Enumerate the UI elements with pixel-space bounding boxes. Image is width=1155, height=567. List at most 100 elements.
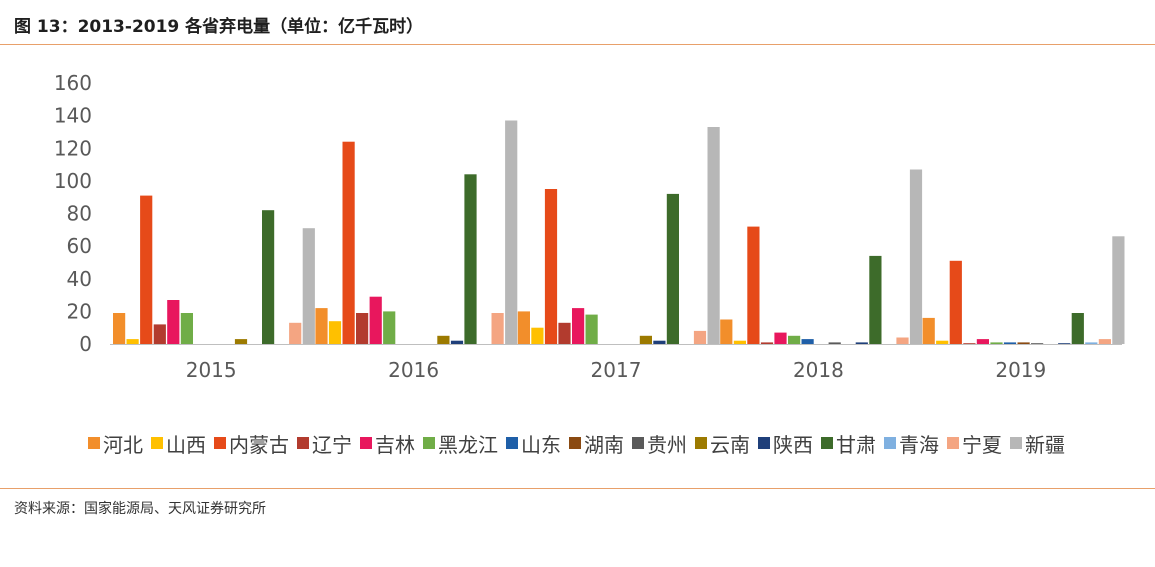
bar — [1085, 342, 1098, 344]
x-tick-label: 2016 — [388, 358, 439, 382]
y-tick-label: 40 — [67, 267, 92, 291]
bar — [342, 141, 355, 344]
bar — [720, 319, 733, 344]
bar — [1071, 313, 1084, 344]
bar — [464, 174, 477, 344]
bar — [1112, 236, 1125, 344]
y-tick-label: 120 — [54, 136, 92, 160]
bar — [801, 339, 814, 344]
bar — [113, 313, 126, 344]
legend-swatch — [947, 437, 959, 449]
legend-label: 湖南 — [584, 432, 624, 457]
bar — [289, 322, 302, 344]
bar — [558, 322, 571, 344]
legend-swatch — [214, 437, 226, 449]
x-tick-label: 2017 — [591, 358, 642, 382]
bar — [167, 300, 180, 344]
legend-label: 吉林 — [375, 432, 415, 457]
bar — [990, 342, 1003, 344]
legend-item: 吉林 — [360, 429, 415, 458]
legend-item: 湖南 — [569, 429, 624, 458]
legend-label: 辽宁 — [312, 432, 352, 457]
source-divider — [0, 488, 1155, 489]
legend-swatch — [423, 437, 435, 449]
legend-swatch — [151, 437, 163, 449]
x-tick-label: 2018 — [793, 358, 844, 382]
bar-chart: 0 20 40 60 80 100 120 140 160 2015 2016 2017 2018 201… — [54, 71, 1125, 382]
legend-label: 甘肃 — [836, 432, 876, 457]
bar — [922, 317, 935, 344]
x-tick-label: 2015 — [186, 358, 237, 382]
legend-label: 云南 — [710, 432, 750, 457]
bar — [356, 313, 369, 344]
x-tick-label: 2019 — [995, 358, 1046, 382]
legend-item: 云南 — [695, 429, 750, 458]
bar — [666, 193, 679, 344]
bar — [302, 228, 315, 344]
legend-label: 陕西 — [773, 432, 813, 457]
legend-item: 辽宁 — [297, 429, 352, 458]
legend-item: 山东 — [506, 429, 561, 458]
bar — [572, 308, 585, 344]
bar — [153, 324, 166, 344]
legend-item: 黑龙江 — [423, 429, 498, 458]
bar — [963, 343, 976, 344]
bar — [869, 255, 882, 344]
legend-swatch — [360, 437, 372, 449]
bar — [774, 332, 787, 344]
bar — [544, 189, 558, 344]
bar — [585, 314, 598, 344]
legend-swatch — [632, 437, 644, 449]
bar — [531, 327, 544, 344]
bar — [1058, 343, 1071, 344]
bar — [747, 226, 760, 344]
legend-item: 山西 — [151, 429, 206, 458]
bar — [383, 311, 396, 344]
source-note: 资料来源：国家能源局、天风证券研究所 — [14, 501, 266, 517]
legend-swatch — [884, 437, 896, 449]
bar — [693, 330, 707, 344]
bar — [450, 340, 464, 344]
legend-swatch — [569, 437, 581, 449]
bar — [760, 342, 774, 344]
legend-item: 宁夏 — [947, 429, 1002, 458]
legend-swatch — [758, 437, 770, 449]
y-tick-label: 160 — [54, 71, 92, 95]
title-divider — [0, 44, 1155, 45]
legend-label: 宁夏 — [962, 432, 1002, 457]
bar — [1003, 342, 1017, 344]
bar — [855, 342, 868, 344]
bar — [896, 337, 909, 344]
legend-label: 山西 — [166, 432, 206, 457]
legend-swatch — [821, 437, 833, 449]
bar — [733, 340, 746, 344]
legend-label: 青海 — [899, 432, 939, 457]
bar — [976, 339, 989, 344]
bar — [180, 313, 193, 344]
legend-swatch — [88, 437, 100, 449]
legend-label: 新疆 — [1025, 432, 1065, 457]
y-tick-label: 60 — [67, 234, 92, 258]
legend-item: 贵州 — [632, 429, 687, 458]
legend-label: 贵州 — [647, 432, 687, 457]
legend-swatch — [695, 437, 707, 449]
bar — [369, 296, 382, 344]
bar — [1017, 342, 1030, 344]
legend-swatch — [297, 437, 309, 449]
bar — [707, 127, 720, 344]
legend-item: 新疆 — [1010, 429, 1065, 458]
bar — [491, 313, 504, 344]
legend-item: 甘肃 — [821, 429, 876, 458]
bar — [505, 120, 518, 344]
bar — [126, 339, 139, 344]
legend-label: 河北 — [103, 432, 143, 457]
bar — [234, 339, 248, 344]
y-tick-label: 80 — [67, 202, 92, 226]
bar — [936, 340, 949, 344]
bar — [1098, 339, 1111, 344]
legend-label: 内蒙古 — [229, 432, 289, 457]
bar — [653, 340, 666, 344]
legend-label: 山东 — [521, 432, 561, 457]
legend-swatch — [1010, 437, 1022, 449]
figure-title: 图 13：2013-2019 各省弃电量（单位：亿千瓦时） — [14, 17, 424, 37]
